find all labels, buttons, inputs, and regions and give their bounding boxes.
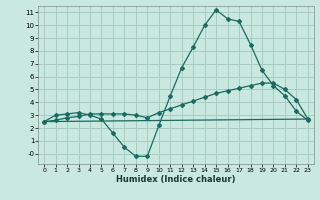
X-axis label: Humidex (Indice chaleur): Humidex (Indice chaleur) <box>116 175 236 184</box>
